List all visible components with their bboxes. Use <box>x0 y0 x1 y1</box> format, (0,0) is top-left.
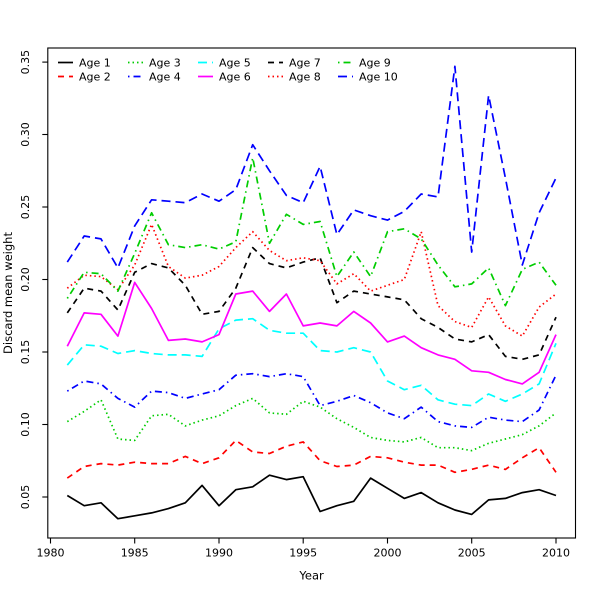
x-tick-label: 2005 <box>458 547 486 560</box>
x-tick-label: 1990 <box>205 547 233 560</box>
legend-item-age-2: Age 2 <box>58 71 111 84</box>
legend-label: Age 7 <box>289 57 321 70</box>
legend-item-age-1: Age 1 <box>58 57 111 70</box>
plot-box <box>47 47 577 539</box>
y-tick-label: 0.05 <box>19 485 32 510</box>
series-line-age-3 <box>66 397 557 452</box>
series-line-age-4 <box>66 372 557 429</box>
legend-label: Age 8 <box>289 71 321 84</box>
series-line-age-2 <box>66 439 557 479</box>
x-tick-label: 1985 <box>121 547 149 560</box>
legend-item-age-6: Age 6 <box>198 71 251 84</box>
y-tick-label: 0.20 <box>19 267 32 292</box>
legend-item-age-10: Age 10 <box>338 71 398 84</box>
legend-label: Age 4 <box>149 71 181 84</box>
legend-label: Age 10 <box>359 71 398 84</box>
axes-layer: 1980 1985 1990 1995 2000 2005 2010 0.05 0.10 0.15… <box>19 47 577 560</box>
legend-item-age-8: Age 8 <box>268 71 321 84</box>
legend-item-age-9: Age 9 <box>338 57 391 70</box>
series-line-age-9 <box>66 156 557 307</box>
series-line-age-6 <box>66 281 557 385</box>
legend-label: Age 2 <box>79 71 111 84</box>
legend-item-age-5: Age 5 <box>198 57 251 70</box>
y-tick-label: 0.10 <box>19 412 32 437</box>
legend-item-age-7: Age 7 <box>268 57 321 70</box>
legend-label: Age 9 <box>359 57 391 70</box>
legend-label: Age 5 <box>219 57 251 70</box>
y-axis-title: Discard mean weight <box>1 232 15 354</box>
legend-label: Age 1 <box>79 57 111 70</box>
y-tick-label: 0.15 <box>19 340 32 365</box>
x-tick-label: 2010 <box>542 547 570 560</box>
y-tick-label: 0.30 <box>19 122 32 147</box>
series-line-age-8 <box>66 223 557 337</box>
series-line-age-5 <box>66 317 557 407</box>
x-axis-title: Year <box>298 569 324 583</box>
legend-label: Age 6 <box>219 71 251 84</box>
series-layer <box>66 65 557 520</box>
legend-label: Age 3 <box>149 57 181 70</box>
series-line-age-10 <box>66 65 557 269</box>
series-line-age-1 <box>66 474 557 520</box>
series-line-age-7 <box>66 246 557 361</box>
x-tick-label: 1995 <box>289 547 317 560</box>
x-tick-label: 2000 <box>374 547 402 560</box>
y-tick-label: 0.25 <box>19 195 32 220</box>
legend-item-age-3: Age 3 <box>128 57 181 70</box>
legend-item-age-4: Age 4 <box>128 71 181 84</box>
x-tick-label: 1980 <box>37 547 65 560</box>
y-tick-label: 0.35 <box>19 50 32 75</box>
